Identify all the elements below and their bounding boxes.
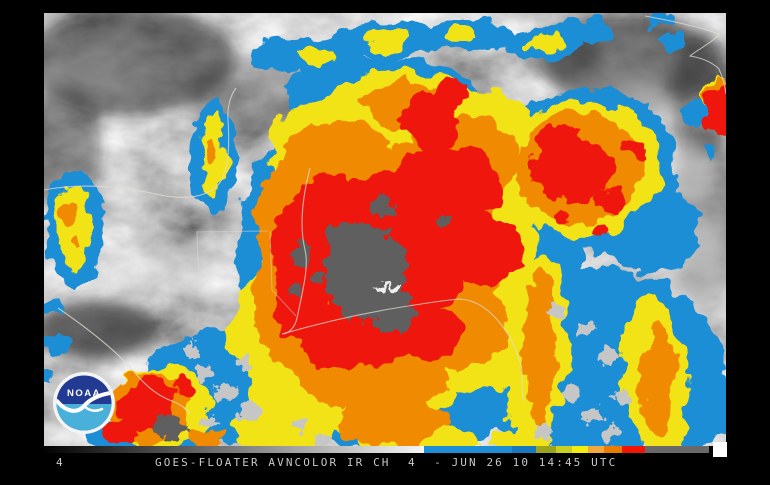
colorbar [44, 442, 727, 457]
channel-number: 4 [56, 456, 64, 469]
warm-center-layer [153, 194, 451, 439]
colorbar-gradient [44, 446, 424, 453]
caption-text: GOES-FLOATER AVNCOLOR IR CH 4 - JUN 26 1… [155, 456, 618, 469]
colorbar-segment-white-cap [713, 442, 727, 457]
caption-row: 4 GOES-FLOATER AVNCOLOR IR CH 4 - JUN 26… [0, 456, 770, 470]
noaa-logo: NOAA [53, 372, 115, 434]
colorbar-segment-orange [604, 446, 622, 453]
colorbar-segment-red [622, 446, 645, 453]
colorbar-segment-blue [424, 446, 512, 453]
colorbar-segment-amber [588, 446, 604, 453]
coastlines [44, 15, 726, 415]
cumulus-layer [183, 306, 630, 446]
colorbar-segment-yellow-green [556, 446, 572, 453]
colorbar-segment-yellow [572, 446, 588, 453]
noaa-logo-text: NOAA [67, 388, 101, 399]
white-dash-marker [374, 284, 400, 293]
colorbar-segment-gap [709, 446, 713, 453]
colorbar-segment-gray [645, 446, 709, 453]
colorbar-segment-blue-dark [512, 446, 536, 453]
colorbar-segment-olive [536, 446, 556, 453]
storm-red-layer [103, 82, 726, 444]
